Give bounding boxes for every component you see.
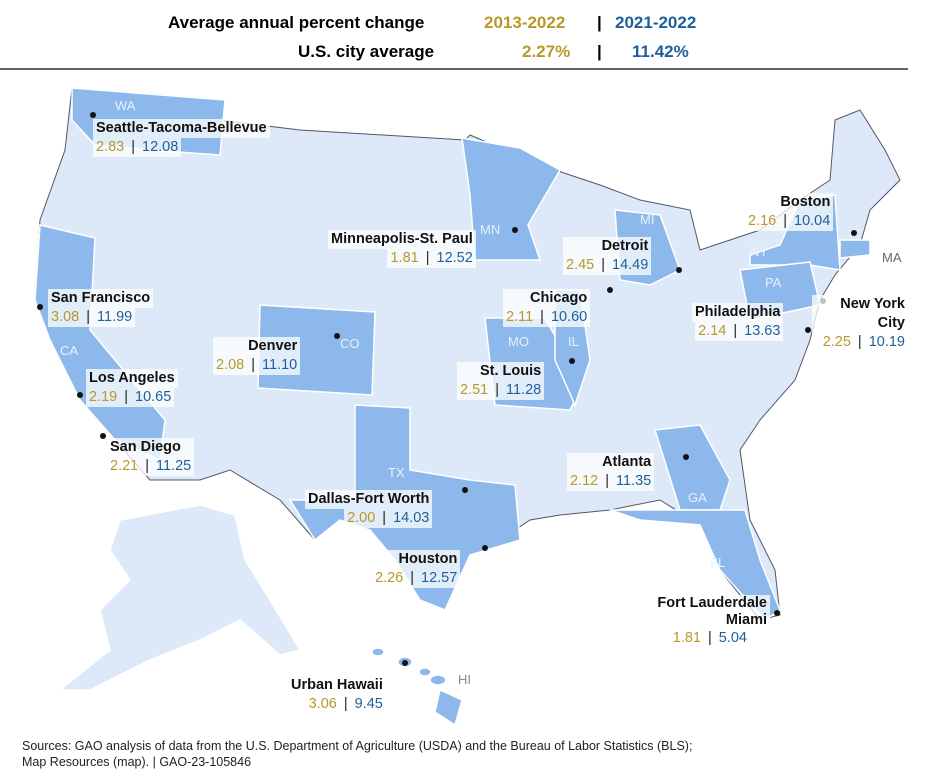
state-label: MO [508,334,529,349]
city-atlanta: Atlanta 2.12 | 11.35 [567,453,655,491]
city-st-louis: St. Louis 2.51 | 11.28 [457,362,545,400]
city-dot [607,287,613,293]
city-dot [100,433,106,439]
avg-label: U.S. city average [298,42,435,61]
period1-label: 2013-2022 [484,13,566,32]
state-label: HI [458,672,471,687]
city-dot [676,267,682,273]
alaska [57,504,302,691]
state-label: IL [568,334,579,349]
city-miami: Fort Lauderdale Miami 1.81 | 5.04 [628,595,770,648]
state-ma [839,239,871,259]
state-mn [461,137,562,261]
city-dot [569,358,575,364]
state-label: FL [710,555,726,570]
separator: | [597,42,602,61]
state-label: MN [480,222,501,237]
state-label: PA [765,275,782,290]
state-label: CO [340,336,360,351]
separator: | [597,13,602,32]
city-dot [462,487,468,493]
header-title: Average annual percent change [168,13,425,32]
city-dot [334,333,340,339]
state-hi [371,647,463,727]
city-urban-hawaii: Urban Hawaii 3.06 | 9.45 [288,676,386,714]
state-label: GA [688,490,707,505]
city-chicago: Chicago 2.11 | 10.60 [503,289,591,327]
state-label: TX [388,465,405,480]
city-dot [512,227,518,233]
city-boston: Boston 2.16 | 10.04 [745,193,834,231]
state-label: MA [882,250,902,265]
city-seattle: Seattle-Tacoma-Bellevue 2.83 | 12.08 [93,119,270,157]
city-san-diego: San Diego 2.21 | 11.25 [107,438,195,476]
city-detroit: Detroit 2.45 | 14.49 [563,237,652,275]
city-philadelphia: Philadelphia 2.14 | 13.63 [692,303,784,341]
source-note: Sources: GAO analysis of data from the U… [22,739,693,769]
header-rule [0,68,908,70]
city-dot [77,392,83,398]
city-dot [402,660,408,666]
state-label: CA [60,343,79,358]
city-dallas: Dallas-Fort Worth 2.00 | 14.03 [305,490,433,528]
city-houston: Houston 2.26 | 12.57 [372,550,461,588]
period2-label: 2021-2022 [615,13,697,32]
city-dot [37,304,43,310]
city-dot [805,327,811,333]
city-denver: Denver 2.08 | 11.10 [213,337,301,375]
state-label: WA [115,98,136,113]
city-dot [482,545,488,551]
state-fl [609,509,781,621]
avg2-value: 11.42% [632,42,689,61]
city-minneapolis: Minneapolis-St. Paul 1.81 | 12.52 [328,230,476,268]
state-label: NY [750,244,769,259]
city-dot [90,112,96,118]
city-dot [774,610,780,616]
city-los-angeles: Los Angeles 2.19 | 10.65 [86,369,178,407]
city-dot [851,230,857,236]
avg1-value: 2.27% [522,42,571,61]
city-new-york: New York City 2.25 | 10.19 [812,295,908,352]
city-dot [683,454,689,460]
city-san-francisco: San Francisco 3.08 | 11.99 [48,289,154,327]
state-ga [654,424,731,511]
state-label: MI [640,212,655,227]
